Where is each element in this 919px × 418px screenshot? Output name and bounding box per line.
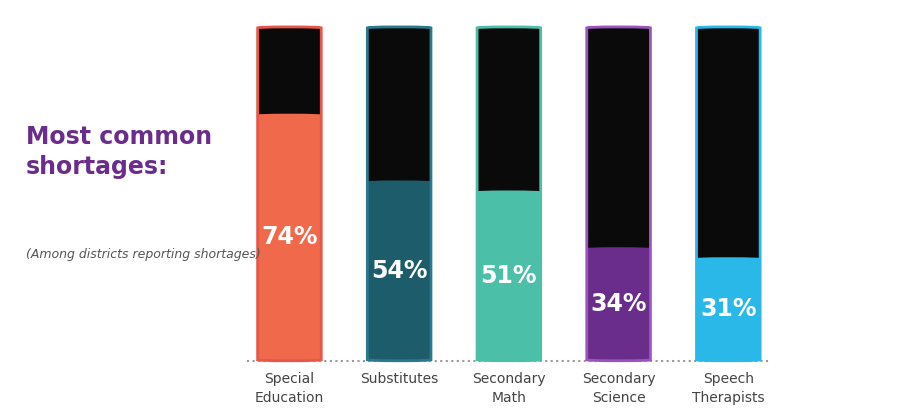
FancyBboxPatch shape xyxy=(368,27,431,361)
Text: 54%: 54% xyxy=(371,259,427,283)
FancyBboxPatch shape xyxy=(257,114,322,361)
FancyBboxPatch shape xyxy=(697,257,760,361)
Text: (Among districts reporting shortages): (Among districts reporting shortages) xyxy=(26,248,261,261)
Text: Most common
shortages:: Most common shortages: xyxy=(26,125,212,179)
FancyBboxPatch shape xyxy=(586,247,651,361)
FancyBboxPatch shape xyxy=(586,27,651,361)
Text: Secondary
Science: Secondary Science xyxy=(582,372,655,405)
FancyBboxPatch shape xyxy=(368,181,431,361)
FancyBboxPatch shape xyxy=(697,27,760,361)
FancyBboxPatch shape xyxy=(477,191,540,361)
Text: 34%: 34% xyxy=(590,292,647,316)
Text: 31%: 31% xyxy=(700,297,756,321)
Text: Speech
Therapists: Speech Therapists xyxy=(692,372,765,405)
Text: 51%: 51% xyxy=(481,264,537,288)
Text: Secondary
Math: Secondary Math xyxy=(472,372,546,405)
FancyBboxPatch shape xyxy=(257,27,322,361)
FancyBboxPatch shape xyxy=(477,27,540,361)
Text: 74%: 74% xyxy=(261,225,318,249)
Text: Substitutes: Substitutes xyxy=(360,372,438,386)
Text: Special
Education: Special Education xyxy=(255,372,324,405)
